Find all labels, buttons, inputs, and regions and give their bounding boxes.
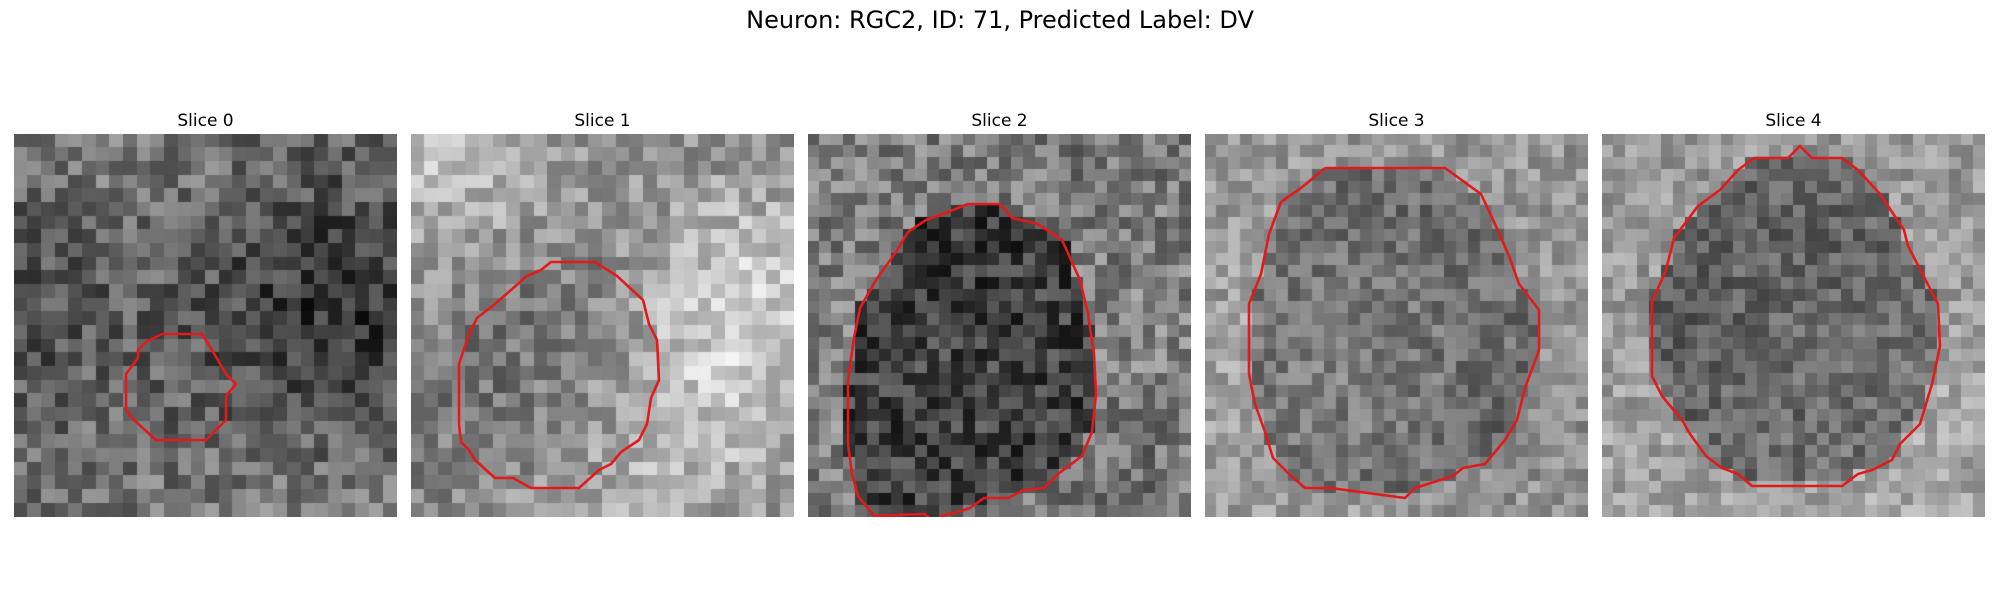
slice-image	[1602, 134, 1985, 517]
slice-title: Slice 3	[1368, 111, 1425, 131]
cell-contour	[124, 332, 238, 442]
slice-panel-3: Slice 3	[1205, 108, 1588, 517]
cell-contour	[457, 260, 661, 490]
cell-contour	[1247, 166, 1541, 500]
slice-title: Slice 0	[177, 111, 234, 131]
cell-contour-tail	[939, 510, 959, 517]
contour-overlay	[457, 260, 661, 490]
slice-image	[14, 134, 397, 517]
slice-panel-4: Slice 4	[1602, 108, 1985, 517]
slice-panel-2: Slice 2	[808, 108, 1191, 517]
slice-image	[1205, 134, 1588, 517]
contour-overlay	[846, 202, 1098, 517]
cell-contour	[1650, 144, 1942, 488]
contour-overlay	[1247, 166, 1541, 500]
figure-title: Neuron: RGC2, ID: 71, Predicted Label: D…	[746, 6, 1254, 34]
slice-title: Slice 4	[1765, 111, 1822, 131]
cell-contour	[846, 202, 1098, 517]
slice-panel-1: Slice 1	[411, 108, 794, 517]
slice-title: Slice 1	[574, 111, 631, 131]
slice-title: Slice 2	[971, 111, 1028, 131]
slice-panel-0: Slice 0	[14, 108, 397, 517]
slice-image	[411, 134, 794, 517]
cell-contour-tail	[873, 512, 931, 517]
contour-overlay	[1650, 144, 1942, 488]
slice-image	[808, 134, 1191, 517]
contour-overlay	[124, 332, 238, 442]
